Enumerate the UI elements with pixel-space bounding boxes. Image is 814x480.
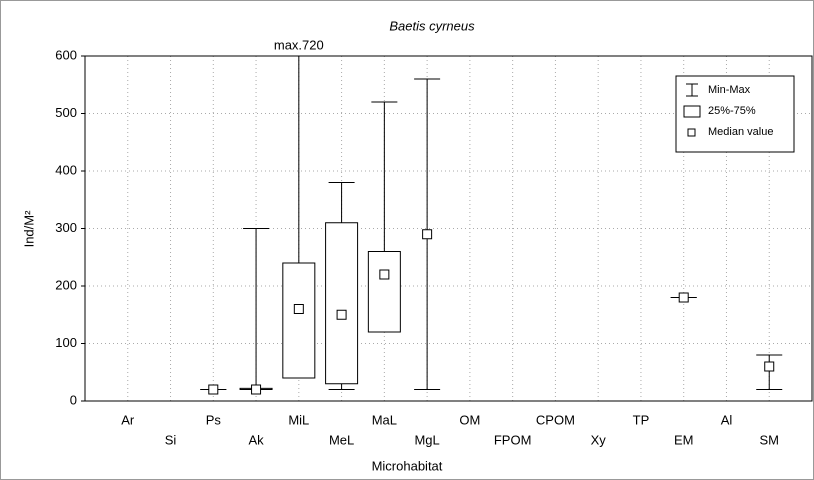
y-tick-label: 200 xyxy=(55,277,77,292)
x-tick-label: Xy xyxy=(591,432,607,447)
x-tick-label: FPOM xyxy=(494,432,532,447)
box xyxy=(367,251,401,333)
x-tick-label: MgL xyxy=(414,432,439,447)
annotation: max.720 xyxy=(274,37,324,52)
x-tick-label: Si xyxy=(165,432,177,447)
y-tick-label: 0 xyxy=(70,392,77,407)
x-axis-label: Microhabitat xyxy=(372,458,443,473)
legend-label: Median value xyxy=(708,126,773,138)
y-tick-label: 300 xyxy=(55,220,77,235)
x-tick-label: Ps xyxy=(206,412,222,427)
x-tick-label: Al xyxy=(721,412,733,427)
x-tick-label: EM xyxy=(674,432,694,447)
box xyxy=(282,262,316,379)
x-tick-label: MaL xyxy=(372,412,397,427)
x-tick-label: TP xyxy=(633,412,650,427)
median-marker xyxy=(208,384,219,395)
y-tick-label: 600 xyxy=(55,47,77,62)
y-axis-label: Ind/M² xyxy=(21,210,36,248)
legend-label: 25%-75% xyxy=(708,105,756,117)
median-marker xyxy=(251,384,262,395)
x-tick-label: SM xyxy=(759,432,779,447)
y-tick-label: 500 xyxy=(55,105,77,120)
x-tick-label: Ar xyxy=(121,412,135,427)
median-marker xyxy=(336,309,347,320)
median-marker xyxy=(678,292,689,303)
legend-label: Min-Max xyxy=(708,84,751,96)
x-tick-label: MiL xyxy=(288,412,309,427)
legend-icon xyxy=(683,105,701,118)
x-tick-label: CPOM xyxy=(536,412,575,427)
x-tick-label: OM xyxy=(459,412,480,427)
box xyxy=(325,222,359,385)
median-marker xyxy=(764,361,775,372)
x-tick-label: Ak xyxy=(248,432,264,447)
median-marker xyxy=(379,269,390,280)
plot-area xyxy=(84,55,813,402)
median-marker xyxy=(422,229,433,240)
y-tick-label: 400 xyxy=(55,162,77,177)
x-tick-label: MeL xyxy=(329,432,354,447)
median-marker xyxy=(293,304,304,314)
legend-icon xyxy=(687,128,696,137)
y-tick-label: 100 xyxy=(55,335,77,350)
chart-title: Baetis cyrneus xyxy=(389,18,475,33)
